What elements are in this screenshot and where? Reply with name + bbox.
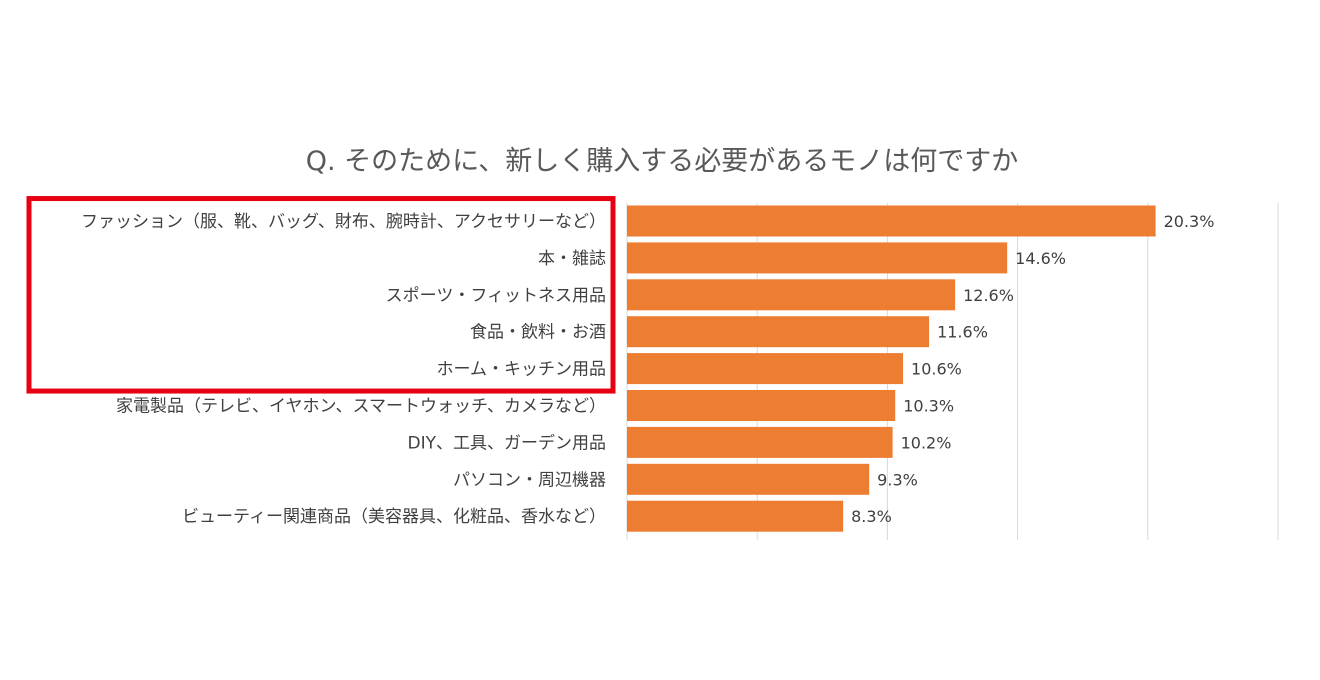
bar: [627, 353, 904, 385]
category-label: DIY、工具、ガーデン用品: [408, 432, 607, 453]
bar: [627, 463, 870, 495]
bar: [627, 500, 844, 532]
bar: [627, 316, 930, 348]
bar: [627, 242, 1008, 274]
value-label: 9.3%: [877, 470, 918, 489]
value-labels: 20.3% 14.6%12.6% 11.6% 10.6% 10.3% 10.2% 9.3% 8…: [851, 212, 1214, 526]
category-label: 食品・飲料・お酒: [470, 323, 606, 343]
value-label: 11.6%: [937, 323, 988, 342]
chart-title: Q. そのために、新しく購入する必要があるモノは何ですか: [306, 146, 1019, 177]
category-label: スポーツ・フィットネス用品: [386, 286, 606, 306]
category-label: 本・雑誌: [538, 249, 606, 269]
bar: [627, 205, 1156, 237]
bar: [627, 279, 956, 311]
category-label: ファッション（服、靴、バッグ、財布、腕時計、アクセサリーなど）: [81, 212, 606, 232]
bar: [627, 426, 893, 458]
category-label: 家電製品（テレビ、イヤホン、スマートウォッチ、カメラなど）: [116, 397, 606, 417]
value-label: 10.6%: [911, 360, 962, 379]
bars: [627, 205, 1156, 532]
value-label: 10.3%: [903, 397, 954, 416]
category-labels: ファッション（服、靴、バッグ、財布、腕時計、アクセサリーなど） 本・雑誌スポーツ・…: [81, 212, 606, 527]
category-label: ビューティー関連商品（美容器具、化粧品、香水など）: [182, 507, 606, 527]
category-label: ホーム・キッチン用品: [437, 360, 607, 380]
bar: [627, 390, 896, 421]
value-label: 12.6%: [963, 286, 1014, 305]
category-label: パソコン・周辺機器: [453, 470, 606, 490]
value-label: 20.3%: [1164, 212, 1215, 231]
value-label: 10.2%: [901, 433, 952, 452]
value-label: 14.6%: [1015, 249, 1066, 268]
value-label: 8.3%: [851, 507, 892, 526]
highlight-box: [26, 196, 616, 394]
